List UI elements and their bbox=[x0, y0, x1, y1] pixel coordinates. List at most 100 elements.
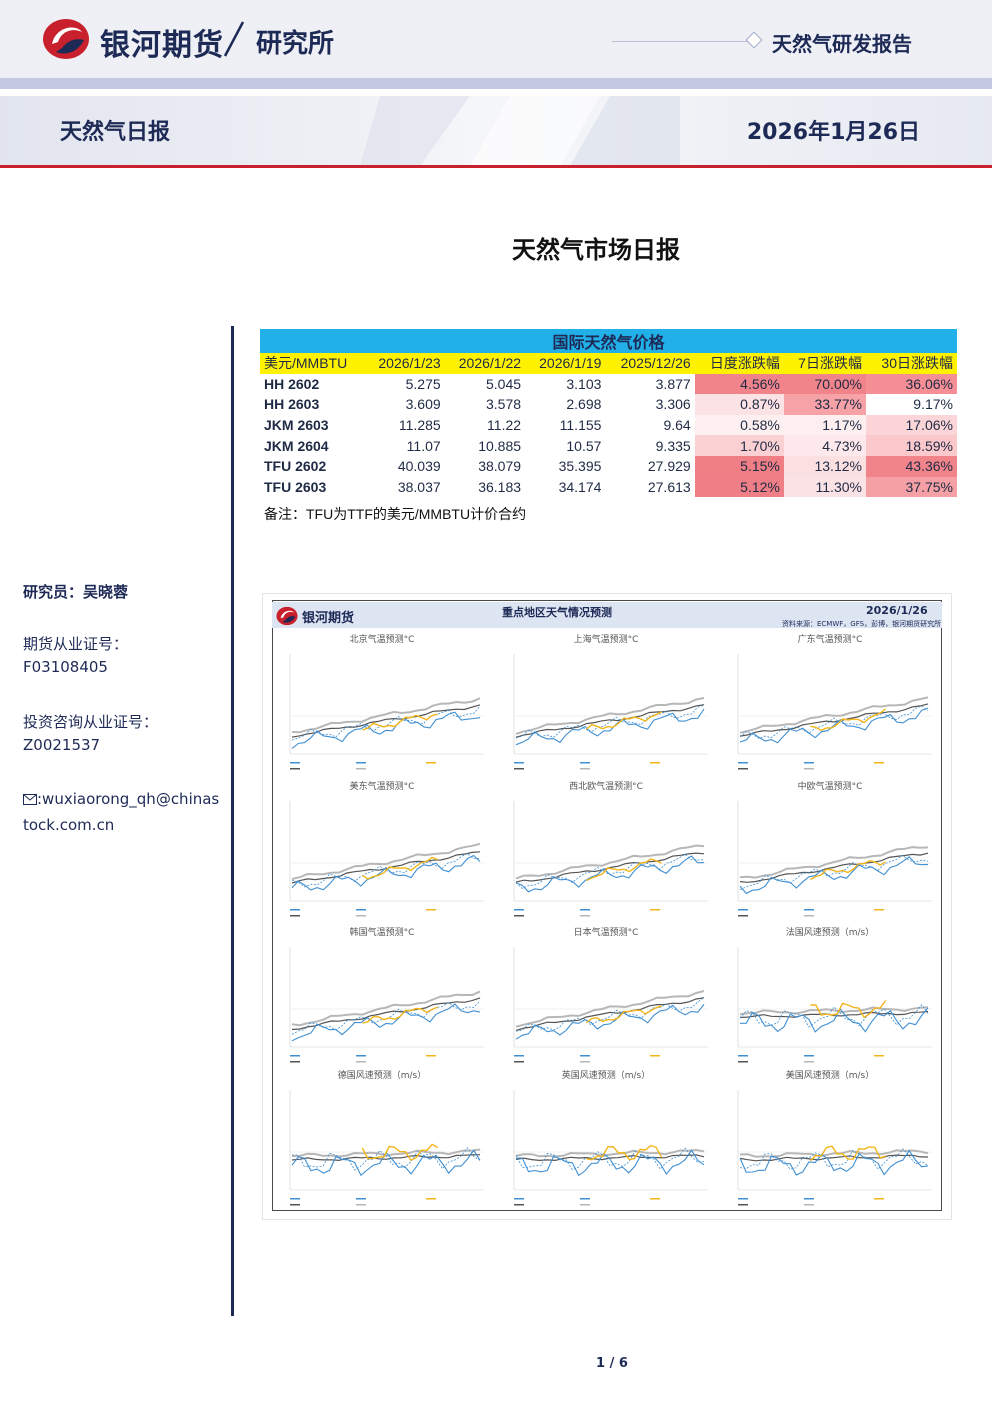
header-daily-change: 日度涨跌幅 bbox=[694, 353, 784, 374]
price-cell: 9.335 bbox=[655, 437, 691, 454]
price-cell: 3.103 bbox=[566, 375, 602, 392]
page-title: 天然气市场日报 bbox=[512, 236, 680, 264]
price-cell: 38.037 bbox=[397, 478, 441, 495]
weather-brand: 银河期货 bbox=[302, 611, 355, 626]
change-cell: 70.00% bbox=[783, 373, 866, 395]
contract-name: HH 2603 bbox=[264, 396, 320, 413]
weather-panel: 中欧气温预测°C bbox=[724, 779, 936, 924]
panel-chart bbox=[513, 654, 708, 770]
panel-chart bbox=[289, 1090, 484, 1206]
price-table-wrap: 国际天然气价格 美元/MMBTU 2026/1/23 2026/1/22 202… bbox=[260, 329, 957, 498]
price-cell: 2.698 bbox=[566, 396, 602, 413]
change-cell: 37.75% bbox=[865, 476, 957, 498]
change-cell: 1.17% bbox=[783, 414, 866, 436]
change-cell: 5.15% bbox=[694, 455, 784, 477]
table-note: 备注：TFU为TTF的美元/MMBTU计价合约 bbox=[264, 506, 527, 522]
change-cell: 0.87% bbox=[694, 394, 784, 415]
invest-cert-label: 投资咨询从业证号： bbox=[23, 713, 159, 731]
panel-chart bbox=[737, 654, 932, 770]
weather-figure bbox=[272, 600, 942, 1211]
futures-cert-label: 期货从业证号： bbox=[23, 635, 129, 653]
header-band bbox=[0, 0, 992, 78]
panel-title: 德国风速预测（m/s） bbox=[337, 1071, 427, 1081]
page-number: 1 / 6 bbox=[596, 1356, 628, 1371]
email-part1: :wuxiaorong_qh@chinas bbox=[37, 790, 220, 808]
table-row: JKM 2603 11.285 11.22 11.155 9.64 0.58% 1.17% 1… bbox=[260, 414, 957, 436]
panel-title: 中欧气温预测°C bbox=[797, 782, 863, 792]
change-cell: 0.58% bbox=[694, 414, 784, 436]
panel-chart bbox=[289, 801, 484, 917]
report-date: 2026年1月26日 bbox=[746, 120, 920, 145]
weather-panel: 北京气温预测°C bbox=[276, 632, 488, 777]
contract-name: TFU 2603 bbox=[264, 478, 327, 495]
price-table: 国际天然气价格 美元/MMBTU 2026/1/23 2026/1/22 202… bbox=[260, 329, 957, 498]
contract-name: TFU 2602 bbox=[264, 458, 327, 475]
price-cell: 3.877 bbox=[655, 375, 691, 392]
envelope-icon bbox=[23, 794, 37, 805]
price-cell: 40.039 bbox=[397, 458, 441, 475]
change-cell: 43.36% bbox=[865, 455, 957, 477]
panel-title: 广东气温预测°C bbox=[797, 635, 863, 645]
panel-title: 英国风速预测（m/s） bbox=[561, 1071, 651, 1081]
header-date-3: 2026/1/19 bbox=[525, 353, 606, 374]
panel-chart bbox=[513, 947, 708, 1063]
email-line[interactable]: :wuxiaorong_qh@chinas bbox=[23, 790, 219, 808]
panel-chart bbox=[289, 654, 484, 770]
header-accent-band bbox=[0, 78, 992, 89]
price-cell: 9.64 bbox=[663, 417, 691, 434]
change-cell: 11.30% bbox=[783, 476, 866, 498]
invest-cert: Z0021537 bbox=[23, 736, 101, 754]
institute-name: 研究所 bbox=[256, 29, 335, 59]
sidebar-divider bbox=[231, 326, 234, 1316]
panel-title: 上海气温预测°C bbox=[573, 635, 639, 645]
weather-panel: 韩国气温预测°C bbox=[276, 925, 488, 1070]
panel-title: 法国风速预测（m/s） bbox=[785, 928, 875, 938]
table-header-row: 美元/MMBTU 2026/1/23 2026/1/22 2026/1/19 2… bbox=[260, 353, 957, 374]
subheader-decoration bbox=[360, 96, 680, 166]
panel-title: 西北欧气温预测°C bbox=[569, 782, 643, 792]
change-cell: 36.06% bbox=[865, 373, 957, 395]
daily-title: 天然气日报 bbox=[60, 120, 171, 145]
header-date-4: 2025/12/26 bbox=[605, 353, 695, 374]
panel-title: 日本气温预测°C bbox=[573, 928, 639, 938]
galaxy-logo-small-icon bbox=[276, 606, 298, 626]
email-part2: tock.com.cn bbox=[23, 816, 115, 834]
table-row: JKM 2604 11.07 10.885 10.57 9.335 1.70% 4.73% 1… bbox=[260, 435, 957, 456]
weather-panel: 西北欧气温预测°C bbox=[500, 779, 712, 924]
change-cell: 1.70% bbox=[694, 435, 784, 456]
slash-divider bbox=[223, 21, 245, 57]
panel-chart bbox=[513, 1090, 708, 1206]
change-cell: 9.17% bbox=[865, 394, 957, 415]
price-cell: 11.07 bbox=[406, 437, 441, 454]
price-cell: 5.045 bbox=[486, 375, 522, 392]
change-cell: 33.77% bbox=[783, 394, 866, 415]
change-cell: 4.73% bbox=[783, 435, 866, 456]
table-row: TFU 2602 40.039 38.079 35.395 27.929 5.15% 13.… bbox=[260, 455, 957, 477]
change-cell: 18.59% bbox=[865, 435, 957, 456]
contract-name: HH 2602 bbox=[264, 375, 320, 392]
panel-chart bbox=[737, 947, 932, 1063]
futures-cert: F03108405 bbox=[23, 658, 108, 676]
header-red-rule bbox=[0, 165, 992, 168]
change-cell: 17.06% bbox=[865, 414, 957, 436]
price-cell: 36.183 bbox=[478, 478, 522, 495]
panel-chart bbox=[737, 801, 932, 917]
price-cell: 11.155 bbox=[559, 417, 602, 434]
panel-title: 北京气温预测°C bbox=[349, 635, 415, 645]
weather-panel: 广东气温预测°C bbox=[724, 632, 936, 777]
weather-panel: 美东气温预测°C bbox=[276, 779, 488, 924]
table-row: HH 2603 3.609 3.578 2.698 3.306 0.87% 33.77% 9.… bbox=[260, 394, 957, 415]
panel-chart bbox=[289, 947, 484, 1063]
table-caption: 国际天然气价格 bbox=[260, 329, 957, 353]
weather-date: 2026/1/26 bbox=[866, 604, 928, 617]
price-cell: 5.275 bbox=[405, 375, 441, 392]
change-cell: 13.12% bbox=[783, 455, 866, 477]
header-date-1: 2026/1/23 bbox=[364, 353, 445, 374]
price-cell: 3.306 bbox=[655, 396, 691, 413]
panel-chart bbox=[513, 801, 708, 917]
weather-panel: 日本气温预测°C bbox=[500, 925, 712, 1070]
price-cell: 11.285 bbox=[398, 417, 441, 434]
price-cell: 27.929 bbox=[647, 458, 691, 475]
price-cell: 3.578 bbox=[486, 396, 522, 413]
header-date-2: 2026/1/22 bbox=[444, 353, 526, 374]
